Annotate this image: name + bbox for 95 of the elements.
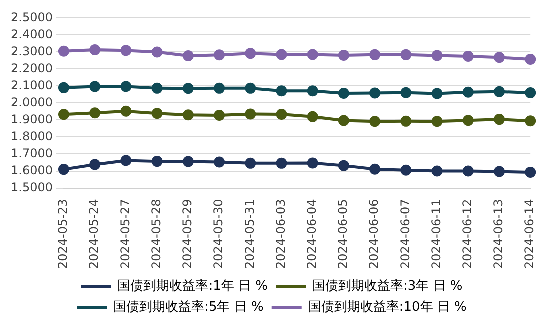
- point: [120, 155, 132, 166]
- point: [182, 110, 194, 121]
- legend-label: 国债到期收益率:3年 日 %: [312, 278, 463, 294]
- point: [90, 44, 101, 56]
- point: [245, 108, 256, 120]
- point: [58, 109, 70, 120]
- point: [214, 156, 226, 168]
- x-tick-label: 2024-05-24: [87, 199, 102, 270]
- point: [370, 88, 381, 99]
- legend-label: 国债到期收益率:5年 日 %: [114, 298, 264, 315]
- point: [338, 115, 350, 126]
- legend-label: 国债到期收益率:1年 日 %: [118, 278, 268, 294]
- point: [462, 50, 474, 62]
- point: [307, 111, 318, 122]
- point: [90, 159, 101, 170]
- y-tick-label: 1.6000: [10, 163, 53, 178]
- point: [525, 88, 536, 99]
- x-tick-label: 2024-06-14: [522, 199, 537, 270]
- point: [338, 88, 350, 100]
- point: [338, 160, 350, 172]
- point: [338, 50, 350, 61]
- point: [432, 88, 443, 100]
- point: [120, 45, 132, 56]
- point: [182, 156, 194, 168]
- point: [400, 87, 412, 98]
- y-tick-label: 2.5000: [10, 10, 53, 24]
- point: [525, 54, 536, 66]
- point: [400, 49, 412, 60]
- point: [152, 46, 163, 58]
- point: [432, 166, 443, 177]
- y-tick-label: 1.8000: [10, 129, 53, 144]
- x-tick-label: 2024-06-11: [429, 199, 444, 270]
- point: [525, 116, 536, 127]
- point: [494, 166, 505, 178]
- point: [120, 106, 132, 117]
- point: [432, 116, 443, 128]
- point: [400, 164, 412, 176]
- point: [90, 81, 101, 92]
- point: [182, 50, 194, 62]
- point: [307, 86, 318, 97]
- x-tick-label: 2024-05-30: [212, 199, 226, 270]
- y-tick-label: 2.2000: [10, 61, 53, 76]
- point: [276, 49, 288, 60]
- point: [245, 48, 256, 60]
- y-tick-label: 2.1000: [10, 78, 53, 92]
- point: [370, 116, 381, 128]
- point: [276, 108, 288, 120]
- point: [432, 50, 443, 62]
- x-tick-label: 2024-06-06: [367, 199, 382, 270]
- point: [152, 82, 163, 94]
- y-tick-label: 1.9000: [10, 112, 53, 126]
- x-tick-label: 2024-06-04: [304, 199, 319, 270]
- point: [276, 158, 288, 169]
- point: [276, 86, 288, 97]
- point: [494, 52, 505, 64]
- x-tick-label: 2024-06-03: [274, 199, 288, 270]
- point: [462, 166, 474, 177]
- y-tick-label: 1.7000: [10, 146, 53, 160]
- point: [400, 116, 412, 127]
- point: [214, 110, 226, 121]
- point: [152, 156, 163, 168]
- point: [245, 158, 256, 169]
- point: [152, 108, 163, 120]
- point: [120, 81, 132, 92]
- x-tick-label: 2024-05-23: [56, 199, 70, 270]
- point: [462, 86, 474, 98]
- point: [182, 83, 194, 94]
- point: [58, 82, 70, 94]
- point: [494, 86, 505, 98]
- point: [370, 164, 381, 175]
- point: [370, 49, 381, 60]
- point: [307, 49, 318, 60]
- point: [525, 166, 536, 178]
- point: [90, 108, 101, 119]
- x-tick-label: 2024-05-27: [118, 199, 132, 270]
- x-tick-label: 2024-05-29: [180, 199, 195, 270]
- y-tick-label: 1.5000: [10, 180, 53, 194]
- point: [214, 50, 226, 61]
- y-tick-label: 2.0000: [10, 95, 53, 110]
- y-tick-label: 2.3000: [10, 44, 53, 58]
- point: [245, 82, 256, 94]
- x-tick-label: 2024-06-12: [460, 199, 475, 270]
- point: [494, 114, 505, 126]
- point: [58, 46, 70, 57]
- x-tick-label: 2024-05-28: [149, 199, 164, 270]
- x-tick-label: 2024-06-07: [398, 199, 412, 270]
- y-tick-label: 2.4000: [10, 27, 53, 42]
- point: [307, 158, 318, 169]
- legend-label: 国债到期收益率:10年 日 %: [308, 298, 467, 315]
- x-tick-label: 2024-05-31: [242, 199, 257, 270]
- point: [462, 115, 474, 126]
- point: [214, 82, 226, 94]
- x-tick-label: 2024-06-05: [336, 199, 350, 270]
- point: [58, 164, 70, 176]
- x-tick-label: 2024-06-13: [492, 199, 506, 270]
